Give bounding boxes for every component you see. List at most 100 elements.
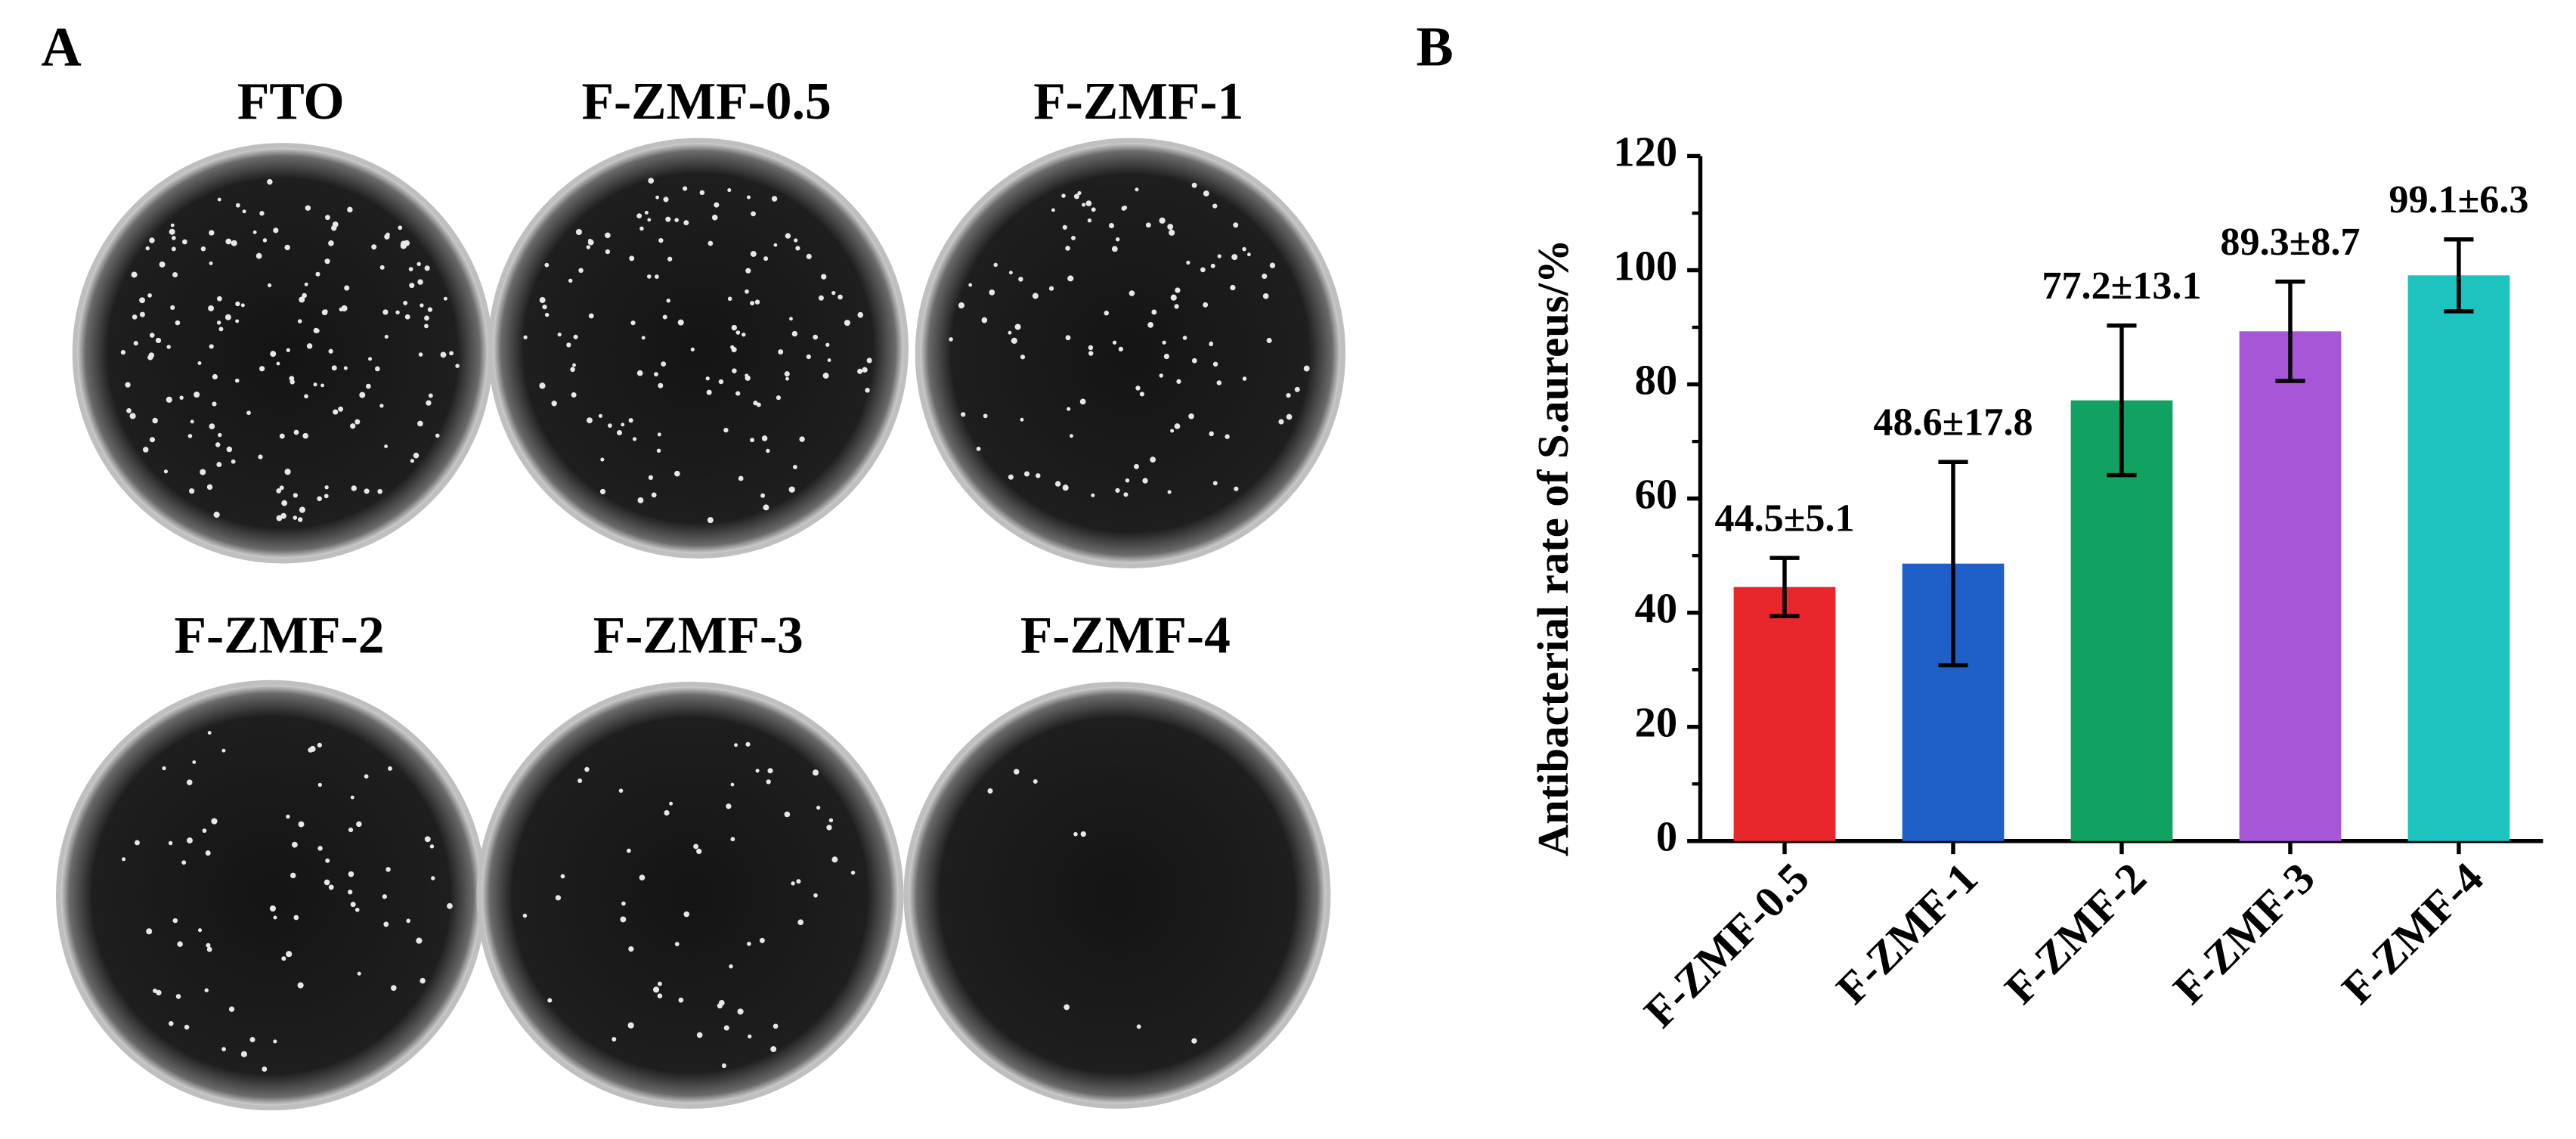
colony	[620, 916, 627, 923]
colony	[162, 766, 166, 771]
colony	[371, 244, 377, 250]
colony	[320, 383, 324, 388]
colony	[317, 782, 322, 788]
colony	[417, 420, 423, 427]
colony	[234, 378, 240, 383]
colony	[1212, 481, 1218, 486]
colony	[299, 296, 305, 303]
colony	[205, 850, 211, 856]
dish	[481, 686, 899, 1104]
colony	[323, 309, 328, 314]
colony	[152, 417, 158, 424]
colony	[572, 363, 576, 367]
colony	[813, 893, 818, 898]
colony	[1051, 208, 1055, 212]
colony	[449, 351, 454, 356]
colony	[159, 261, 166, 268]
colony	[1071, 236, 1076, 240]
colony	[240, 1051, 247, 1057]
colony	[1242, 246, 1246, 252]
colony	[231, 459, 236, 464]
colony	[262, 1066, 268, 1072]
colony	[385, 232, 390, 237]
colony	[770, 1046, 777, 1053]
colony	[1170, 294, 1177, 301]
colony	[177, 941, 183, 947]
y-tick-label: 120	[1613, 128, 1677, 175]
colony	[1061, 193, 1066, 198]
dish-label: F-ZMF-4	[1020, 607, 1231, 665]
colony	[246, 410, 251, 416]
dish	[493, 143, 904, 554]
colony	[356, 821, 362, 828]
colony	[605, 249, 611, 255]
colony	[827, 358, 831, 362]
colony	[539, 382, 546, 389]
colony	[304, 282, 308, 286]
colony	[1217, 254, 1221, 258]
colony	[235, 319, 240, 323]
colony	[578, 268, 584, 274]
colony	[216, 296, 222, 302]
colony	[816, 806, 821, 810]
colony	[949, 337, 953, 342]
colony	[1091, 493, 1095, 497]
colony	[355, 419, 361, 425]
colony	[826, 825, 832, 831]
colony	[523, 335, 528, 339]
colony	[745, 741, 751, 747]
colony	[131, 271, 138, 278]
y-tick-label: 60	[1635, 472, 1678, 518]
colony	[212, 401, 217, 407]
colony	[788, 486, 795, 493]
colony	[666, 299, 670, 303]
colony	[652, 986, 660, 993]
value-label: 99.1±6.3	[2389, 178, 2528, 221]
colony	[1118, 346, 1124, 352]
colony	[1159, 373, 1163, 378]
colony	[838, 294, 843, 300]
colony	[181, 860, 187, 865]
colony	[651, 492, 657, 498]
colony	[831, 290, 836, 296]
colony	[1234, 486, 1239, 491]
colony	[862, 367, 868, 373]
colony	[763, 256, 769, 262]
colony	[209, 230, 215, 236]
colony	[705, 376, 710, 381]
colony	[197, 361, 202, 365]
colony	[350, 795, 355, 800]
colony	[431, 876, 435, 881]
panel-label: A	[41, 16, 81, 78]
colony	[1191, 357, 1197, 364]
colony	[1115, 487, 1120, 494]
colony	[1065, 246, 1070, 251]
colony	[273, 227, 279, 234]
colony	[344, 285, 350, 291]
colony	[455, 364, 460, 368]
colony	[557, 333, 562, 337]
colony	[628, 946, 634, 952]
colony	[628, 418, 633, 423]
colony	[575, 228, 582, 236]
colony	[636, 370, 643, 376]
colony	[348, 871, 355, 877]
colony	[206, 484, 213, 491]
colony	[382, 894, 387, 899]
colony	[1242, 376, 1247, 381]
colony	[555, 895, 562, 901]
colony	[416, 262, 421, 267]
colony	[586, 245, 591, 249]
y-tick-label: 20	[1635, 700, 1678, 747]
colony	[339, 307, 344, 312]
colony	[1121, 206, 1126, 211]
colony	[690, 347, 695, 351]
colony	[1067, 407, 1071, 411]
colony	[184, 1024, 190, 1030]
colony	[364, 488, 370, 494]
colony	[408, 267, 413, 272]
colony	[290, 872, 296, 879]
colony	[317, 846, 323, 851]
colony	[299, 506, 306, 513]
colony	[1134, 463, 1139, 469]
